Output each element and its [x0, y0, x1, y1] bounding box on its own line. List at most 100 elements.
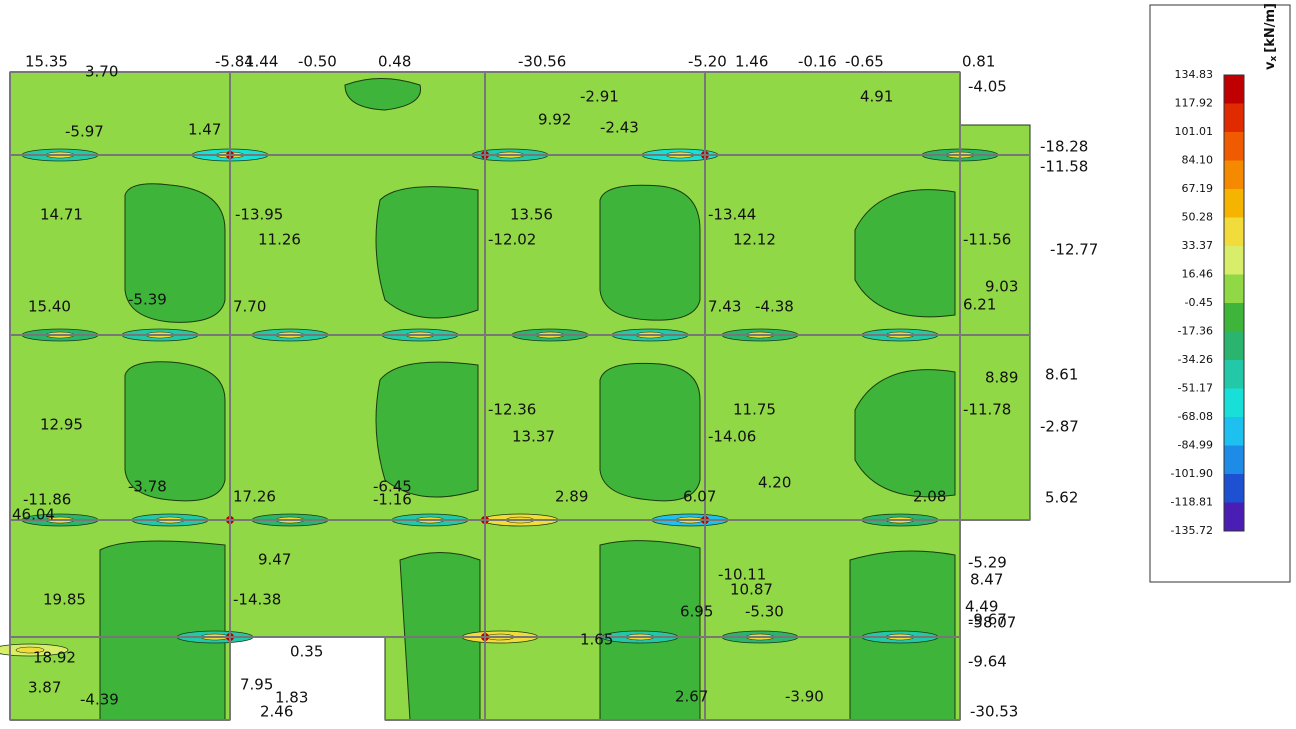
- legend-level: 16.46: [1182, 268, 1214, 281]
- legend-unit: [kN/m]: [1263, 3, 1278, 53]
- value-label: -4.05: [968, 78, 1007, 96]
- value-label: 7.43: [708, 298, 741, 316]
- legend-level: 84.10: [1182, 154, 1214, 167]
- contour-region: [854, 189, 956, 318]
- value-label: 14.71: [40, 206, 83, 224]
- value-label: -2.87: [1040, 418, 1079, 436]
- legend-level: -135.72: [1171, 524, 1213, 537]
- value-label: 1.47: [188, 121, 221, 139]
- value-label: -11.56: [963, 231, 1011, 249]
- value-label: -6.45: [373, 478, 412, 496]
- value-label: 9.03: [985, 278, 1018, 296]
- legend-level: 134.83: [1175, 68, 1214, 81]
- color-band: [1224, 388, 1244, 418]
- contour-region: [124, 361, 226, 502]
- value-label: 2.08: [913, 488, 946, 506]
- value-label: 8.89: [985, 369, 1018, 387]
- value-label: -12.02: [488, 231, 536, 249]
- value-label: -3.90: [785, 688, 824, 706]
- value-label: -11.86: [23, 491, 71, 509]
- value-label: 7.95: [240, 676, 273, 694]
- legend-level: -118.81: [1171, 496, 1213, 509]
- color-band: [1224, 474, 1244, 503]
- value-label: 3.87: [28, 679, 61, 697]
- value-label: 13.56: [510, 206, 553, 224]
- value-label: -4.38: [755, 298, 794, 316]
- legend-level: -101.90: [1171, 467, 1213, 480]
- value-label: 19.85: [43, 591, 86, 609]
- value-label: -13.95: [235, 206, 283, 224]
- value-label: 3.70: [85, 63, 118, 81]
- value-label: 1.46: [735, 53, 768, 71]
- color-band: [1224, 246, 1244, 275]
- gridlines: [9, 71, 1030, 721]
- value-label: -9.64: [968, 653, 1007, 671]
- value-label: -4.39: [80, 691, 119, 709]
- legend-level: -34.26: [1178, 353, 1213, 366]
- color-band: [1224, 189, 1244, 218]
- value-label: -5.30: [745, 603, 784, 621]
- contour-region: [99, 540, 226, 721]
- value-label: 18.92: [33, 649, 76, 667]
- value-label: 5.62: [1045, 489, 1078, 507]
- value-label: 1.65: [580, 631, 613, 649]
- value-label: -13.44: [708, 206, 756, 224]
- value-label: -0.16: [798, 53, 837, 71]
- contour-region: [344, 78, 422, 111]
- value-label: 15.40: [28, 298, 71, 316]
- value-label: -11.78: [963, 401, 1011, 419]
- value-label: -0.65: [845, 53, 884, 71]
- legend-level: -68.08: [1178, 410, 1213, 423]
- value-label: 2.46: [260, 703, 293, 721]
- color-band: [1224, 502, 1244, 532]
- legend-level: -84.99: [1178, 439, 1213, 452]
- contour-region: [375, 361, 479, 498]
- value-label: -5.29: [968, 554, 1007, 572]
- contour-region: [854, 369, 956, 498]
- legend-level: 50.28: [1182, 211, 1214, 224]
- value-label: -2.91: [580, 88, 619, 106]
- value-label: 6.07: [683, 488, 716, 506]
- legend-level: 117.92: [1175, 97, 1214, 110]
- color-band: [1224, 160, 1244, 190]
- stress-core: [15, 646, 45, 654]
- color-band: [1224, 303, 1244, 332]
- value-label: 17.26: [233, 488, 276, 506]
- value-label: -5.97: [65, 123, 104, 141]
- legend-level: -17.36: [1178, 325, 1213, 338]
- value-label: 11.26: [258, 231, 301, 249]
- value-label: 2.67: [675, 688, 708, 706]
- value-label: 6.21: [963, 296, 996, 314]
- value-label: 1.83: [275, 689, 308, 707]
- contour-regions: [99, 78, 956, 721]
- value-label: 1.44: [245, 53, 278, 71]
- contour-region: [599, 540, 701, 721]
- value-label: -30.56: [518, 53, 566, 71]
- value-label: 12.12: [733, 231, 776, 249]
- value-label: 0.81: [962, 53, 995, 71]
- value-label: 4.20: [758, 474, 791, 492]
- legend-level: 67.19: [1182, 182, 1214, 195]
- value-label: 15.35: [25, 53, 68, 71]
- legend-level: -51.17: [1178, 382, 1213, 395]
- value-label: -18.28: [1040, 138, 1088, 156]
- legend-symbol: v: [1263, 61, 1278, 70]
- legend-level: 33.37: [1182, 239, 1214, 252]
- value-label: 10.87: [730, 581, 773, 599]
- color-band: [1224, 445, 1244, 475]
- color-band: [1224, 132, 1244, 161]
- slab: 15.35 3.70 -5.841.44 -0.50 0.48 -30.56 -5.20 1.…: [0, 53, 1098, 721]
- color-bar-frame: [1223, 74, 1245, 532]
- value-label: 0.48: [378, 53, 411, 71]
- value-label: 2.89: [555, 488, 588, 506]
- value-label: 9.92: [538, 111, 571, 129]
- value-label: 4.91: [860, 88, 893, 106]
- contour-region: [124, 183, 226, 323]
- value-label: -5.39: [128, 291, 167, 309]
- value-labels: 15.35 3.70 -5.841.44 -0.50 0.48 -30.56 -5.20 1.…: [12, 53, 1098, 721]
- value-label: -12.36: [488, 401, 536, 419]
- legend-box: [1149, 4, 1291, 583]
- legend: vx [kN/m] 134.83 117.92 101.01 84.10 67.19 50.…: [1149, 3, 1291, 583]
- value-label: 11.75: [733, 401, 776, 419]
- contour-region: [599, 184, 701, 321]
